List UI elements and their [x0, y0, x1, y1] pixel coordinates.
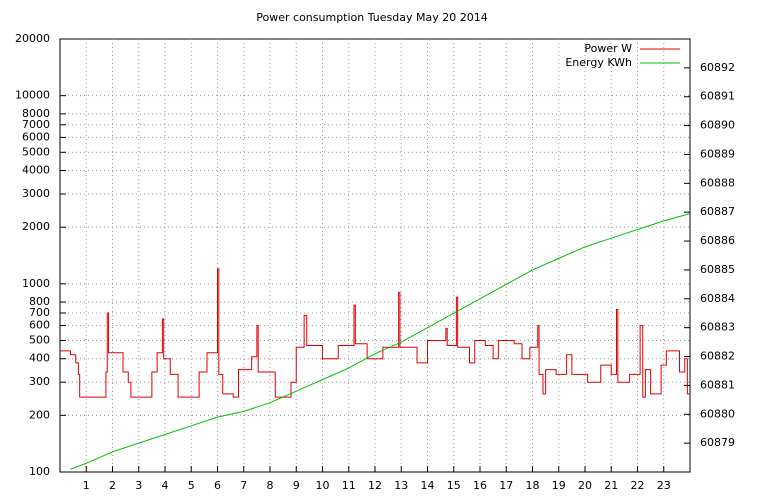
y2-tick-label: 60887	[700, 205, 735, 218]
x-tick-label: 5	[188, 479, 195, 492]
x-tick-label: 13	[394, 479, 408, 492]
x-tick-label: 4	[162, 479, 169, 492]
y-tick-label: 800	[29, 295, 50, 308]
x-tick-label: 6	[214, 479, 221, 492]
y-tick-label: 200	[29, 408, 50, 421]
y2-tick-label: 60890	[700, 119, 735, 132]
y2-tick-label: 60888	[700, 176, 735, 189]
x-tick-label: 23	[657, 479, 671, 492]
x-tick-label: 8	[267, 479, 274, 492]
y-tick-label: 2000	[22, 220, 50, 233]
y2-tick-label: 60886	[700, 234, 735, 247]
y-tick-label: 8000	[22, 107, 50, 120]
x-tick-label: 21	[604, 479, 618, 492]
y2-tick-label: 60889	[700, 147, 735, 160]
x-tick-label: 9	[293, 479, 300, 492]
x-tick-label: 22	[631, 479, 645, 492]
legend-label: Energy KWh	[565, 56, 632, 69]
x-tick-label: 18	[526, 479, 540, 492]
x-tick-label: 1	[83, 479, 90, 492]
y-tick-label: 4000	[22, 164, 50, 177]
y2-tick-label: 60883	[700, 321, 735, 334]
y-tick-label: 300	[29, 375, 50, 388]
chart-title: Power consumption Tuesday May 20 2014	[256, 11, 487, 24]
y-tick-label: 400	[29, 352, 50, 365]
y2-tick-label: 60882	[700, 350, 735, 363]
y-tick-label: 100	[29, 465, 50, 478]
x-tick-label: 16	[473, 479, 487, 492]
y2-tick-label: 60891	[700, 90, 735, 103]
y2-tick-label: 60884	[700, 292, 735, 305]
y-tick-label: 5000	[22, 145, 50, 158]
legend-label: Power W	[584, 42, 632, 55]
y2-tick-label: 60892	[700, 61, 735, 74]
x-tick-label: 2	[109, 479, 116, 492]
y-tick-label: 700	[29, 306, 50, 319]
x-tick-label: 10	[316, 479, 330, 492]
y2-tick-label: 60880	[700, 407, 735, 420]
data-line	[60, 268, 690, 398]
x-tick-label: 17	[499, 479, 513, 492]
y-tick-label: 500	[29, 333, 50, 346]
x-tick-label: 11	[342, 479, 356, 492]
x-tick-label: 14	[421, 479, 435, 492]
x-tick-label: 3	[135, 479, 142, 492]
x-tick-label: 12	[368, 479, 382, 492]
y-tick-label: 7000	[22, 118, 50, 131]
y-tick-label: 20000	[15, 32, 50, 45]
data-line	[70, 213, 691, 470]
y2-tick-label: 60879	[700, 436, 735, 449]
y2-tick-label: 60881	[700, 378, 735, 391]
y-tick-label: 600	[29, 319, 50, 332]
y-tick-label: 6000	[22, 130, 50, 143]
x-tick-label: 7	[240, 479, 247, 492]
x-tick-label: 20	[578, 479, 592, 492]
y-tick-label: 10000	[15, 89, 50, 102]
y-tick-label: 1000	[22, 277, 50, 290]
x-tick-label: 19	[552, 479, 566, 492]
y2-tick-label: 60885	[700, 263, 735, 276]
y-tick-label: 3000	[22, 187, 50, 200]
x-tick-label: 15	[447, 479, 461, 492]
